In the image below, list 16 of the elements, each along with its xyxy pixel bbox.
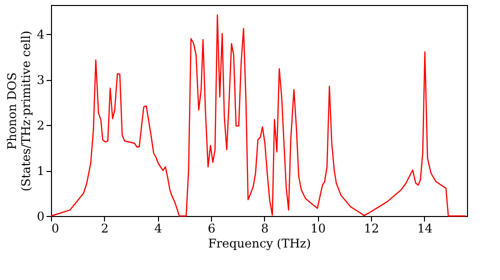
line-series: [50, 14, 467, 217]
x-tick-label: 2: [101, 222, 109, 236]
y-tick-label: 4: [36, 28, 45, 42]
x-tick-label: 8: [261, 222, 269, 236]
y-tick-label: 1: [36, 164, 44, 178]
y-tick-label: 0: [36, 210, 44, 224]
x-tick-label: 14: [417, 222, 433, 236]
y-axis-title: Phonon DOS (States/THz·primitive cell): [4, 30, 33, 192]
y-tick-label: 3: [36, 73, 44, 88]
x-tick-label: 12: [364, 222, 380, 236]
x-tick-label: 0: [52, 222, 60, 236]
x-tick-label: 4: [154, 222, 162, 236]
x-tick-label: 6: [208, 222, 216, 236]
y-tick-label: 2: [36, 118, 44, 133]
x-tick-label: 10: [310, 222, 326, 236]
x-axis-title: Frequency (THz): [208, 236, 311, 250]
